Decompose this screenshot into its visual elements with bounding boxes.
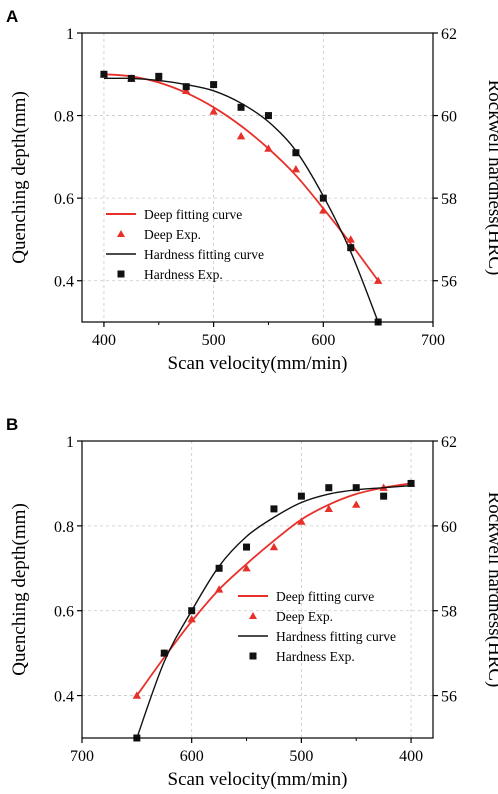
- panel-a-y-left-axis-title: Quenching depth(mm): [9, 91, 30, 264]
- panel-b-deep-fitting-curve-line: [136, 482, 412, 697]
- panel-b-deep-exp-marker: [242, 564, 251, 572]
- panel-b-hardness-exp-marker: [160, 649, 168, 657]
- panel-a-y-right-tick-label: 60: [441, 109, 457, 126]
- panel-a-hardness-exp-marker: [237, 103, 245, 111]
- panel-b-hardness-exp-marker: [352, 484, 360, 492]
- panel-a-x-axis-title: Scan velocity(mm/min): [168, 353, 348, 374]
- panel-b-hardness-exp-marker: [215, 564, 223, 572]
- panel-a-legend-label: Deep Exp.: [144, 227, 201, 242]
- panel-a-hardness-exp-marker: [182, 83, 190, 91]
- panel-a-y-right-tick-label: 62: [441, 26, 457, 43]
- panel-a-x-tick-label: 700: [421, 332, 445, 349]
- panel-b-deep-exp-marker: [132, 691, 142, 699]
- panel-a-deep-exp-marker: [319, 206, 328, 214]
- panel-a-legend-square-swatch: [117, 270, 125, 278]
- panel-b-x-tick-label: 600: [180, 748, 204, 765]
- panel-b-x-tick-label: 500: [289, 748, 313, 765]
- panel-a-legend-triangle-swatch: [117, 230, 125, 237]
- panel-a-deep-exp-marker: [182, 86, 191, 94]
- panel-b-y-right-tick-label: 60: [441, 519, 457, 536]
- panel-a-hardness-exp-marker: [347, 244, 355, 252]
- panel-a-hardness-exp-marker: [292, 149, 300, 157]
- panel-a-hardness-exp-marker: [127, 74, 135, 82]
- panel-a-hardness-fitting-curve-line: [103, 77, 379, 322]
- panel-b-y-left-tick-label: 0.6: [54, 604, 74, 621]
- panel-a-deep-exp-marker: [264, 144, 273, 152]
- panel-a-deep-exp-marker: [236, 132, 246, 140]
- panel-a-deep-exp-marker: [291, 165, 301, 173]
- panel-a-hardness-exp-marker: [319, 194, 327, 202]
- panel-a-deep-exp-marker: [346, 235, 355, 243]
- panel-a-y-left-tick-label: 0.6: [54, 191, 74, 208]
- panel-a-y-left-tick-label: 1: [66, 26, 74, 43]
- panel-a-y-left-tick-label: 0.4: [54, 274, 74, 291]
- panel-b-y-right-tick-label: 62: [441, 434, 457, 451]
- panel-a-legend-label: Deep fitting curve: [144, 207, 242, 222]
- panel-b-x-tick-label: 700: [70, 748, 94, 765]
- panel-b-hardness-exp-marker: [380, 492, 388, 500]
- panel-a-legend-label: Hardness fitting curve: [144, 247, 264, 262]
- panel-b-hardness-fitting-curve-line: [136, 484, 412, 738]
- panel-a-hardness-exp-marker: [264, 112, 272, 120]
- panel-b-deep-exp-marker: [352, 500, 361, 508]
- panel-b-y-right-tick-label: 58: [441, 604, 457, 621]
- panel-b-x-axis-title: Scan velocity(mm/min): [168, 769, 348, 790]
- panel-b-legend-label: Hardness fitting curve: [276, 629, 396, 644]
- panel-b-hardness-exp-marker: [325, 484, 333, 492]
- panel-b-x-tick-label: 400: [399, 748, 423, 765]
- panel-a-x-tick-label: 400: [92, 332, 116, 349]
- panel-b-legend-label: Deep fitting curve: [276, 589, 374, 604]
- panel-b-hardness-exp-marker: [188, 607, 196, 615]
- panel-a-hardness-exp-marker: [100, 70, 108, 78]
- panel-a-hardness-exp-marker: [210, 81, 218, 89]
- panel-b-y-left-tick-label: 1: [66, 434, 74, 451]
- panel-a-legend-label: Hardness Exp.: [144, 267, 223, 282]
- panel-a-label: A: [6, 7, 18, 26]
- panel-b-deep-exp-marker: [324, 504, 333, 513]
- panel-b-deep-exp-marker: [214, 585, 224, 593]
- panel-b-legend-triangle-swatch: [249, 612, 257, 619]
- panel-b-deep-exp-marker: [187, 615, 196, 623]
- panel-b-legend-square-swatch: [249, 652, 257, 660]
- panel-b-y-left-axis-title: Quenching depth(mm): [9, 503, 30, 676]
- panel-b-legend-label: Deep Exp.: [276, 609, 333, 624]
- panel-b-legend-label: Hardness Exp.: [276, 649, 355, 664]
- panel-b-hardness-exp-marker: [243, 543, 251, 551]
- panel-b-hardness-exp-marker: [407, 479, 415, 487]
- panel-b-hardness-exp-marker: [297, 492, 305, 500]
- panel-b-plot-frame: [81, 440, 434, 739]
- panel-b-y-right-tick-label: 56: [441, 689, 457, 706]
- panel-b-y-left-tick-label: 0.4: [54, 689, 74, 706]
- panel-b-y-left-tick-label: 0.8: [54, 519, 74, 536]
- panel-a-x-tick-label: 500: [202, 332, 226, 349]
- panel-a-plot-frame: [81, 32, 434, 323]
- panel-b-deep-exp-marker: [269, 542, 279, 551]
- panel-a-x-tick-label: 600: [311, 332, 335, 349]
- panel-a-y-right-axis-title: Rockwell hardness(HRC): [484, 80, 498, 276]
- panel-b-deep-exp-marker: [297, 517, 306, 525]
- panel-b-y-right-axis-title: Rockwell hardness(HRC): [484, 492, 498, 688]
- panel-a-y-right-tick-label: 58: [441, 191, 457, 208]
- panel-a-deep-exp-marker: [209, 107, 218, 115]
- panel-a-y-right-tick-label: 56: [441, 274, 457, 291]
- panel-a-hardness-exp-marker: [155, 72, 163, 80]
- panel-b-label: B: [6, 415, 18, 434]
- panel-a-y-left-tick-label: 0.8: [54, 109, 74, 126]
- panel-b-hardness-exp-marker: [270, 505, 278, 513]
- panel-a-deep-exp-marker: [373, 276, 383, 284]
